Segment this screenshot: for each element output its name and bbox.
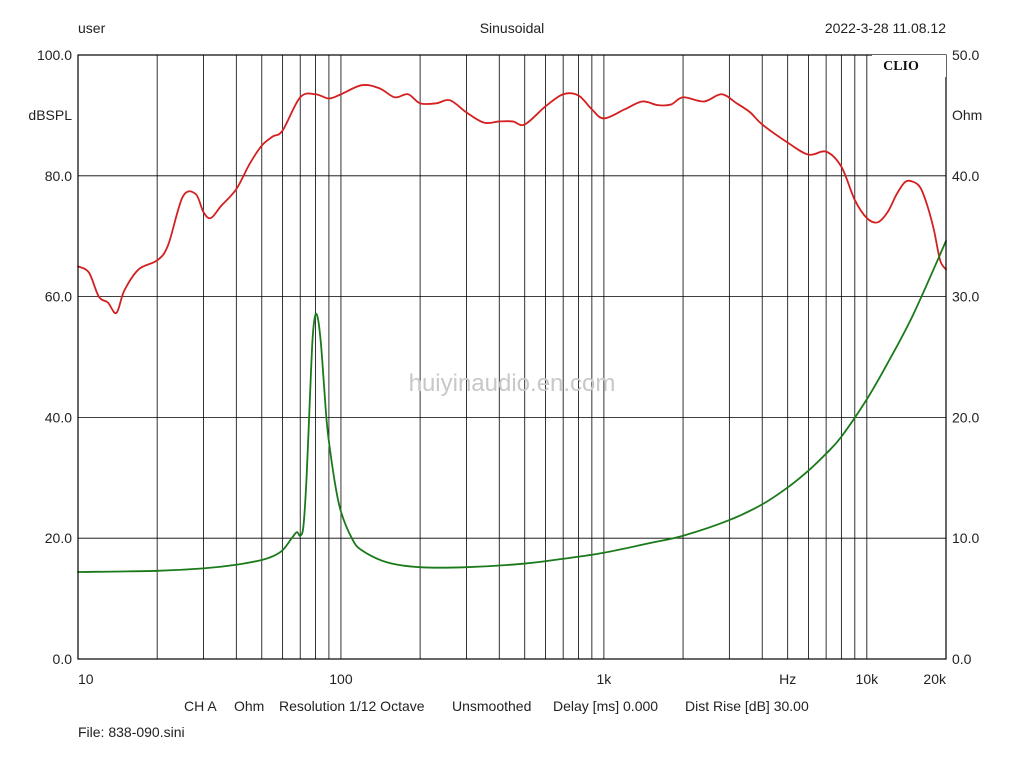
x-tick-label: 20k: [923, 671, 947, 687]
header-timestamp: 2022-3-28 11.08.12: [825, 20, 946, 36]
y-right-axis-label: Ohm: [952, 107, 982, 123]
x-tick-label: 10k: [856, 671, 880, 687]
x-tick-label: 10: [78, 671, 94, 687]
header-user: user: [78, 20, 106, 36]
y-left-tick-label: 60.0: [45, 289, 72, 305]
brand-box: [872, 55, 946, 77]
watermark: huiyinaudio.en.com: [409, 370, 616, 397]
x-tick-label: 100: [329, 671, 353, 687]
footer-unit: Ohm: [234, 698, 264, 714]
y-left-tick-label: 0.0: [53, 651, 73, 667]
footer-smoothing: Unsmoothed: [452, 698, 531, 714]
axis-labels: 0.0 20.0 40.0 60.0 80.0 100.0 dBSPL 0.0 10.0 20.0…: [28, 47, 982, 687]
impedance-curve: [77, 240, 947, 573]
y-right-tick-label: 0.0: [952, 651, 972, 667]
spl-curve: [77, 84, 947, 315]
grid: [78, 55, 946, 659]
y-left-tick-label: 100.0: [37, 47, 72, 63]
plot-frame: [77, 54, 947, 660]
y-left-tick-label: 40.0: [45, 409, 72, 425]
header-mode: Sinusoidal: [480, 20, 545, 36]
footer-dist-rise: Dist Rise [dB] 30.00: [685, 698, 809, 714]
y-right-tick-label: 20.0: [952, 409, 979, 425]
x-tick-label: Hz: [779, 671, 796, 687]
y-left-axis-label: dBSPL: [28, 107, 72, 123]
curves: [77, 84, 947, 573]
brand-logo: CLIO: [883, 59, 919, 74]
y-left-tick-label: 80.0: [45, 168, 72, 184]
footer-delay: Delay [ms] 0.000: [553, 698, 658, 714]
y-right-tick-label: 30.0: [952, 289, 979, 305]
footer-file: File: 838-090.sini: [78, 724, 185, 740]
x-tick-label: 1k: [596, 671, 612, 687]
y-right-tick-label: 10.0: [952, 530, 979, 546]
y-left-tick-label: 20.0: [45, 530, 72, 546]
footer-channel: CH A: [184, 698, 217, 714]
footer-resolution: Resolution 1/12 Octave: [279, 698, 425, 714]
y-right-tick-label: 40.0: [952, 168, 979, 184]
y-right-tick-label: 50.0: [952, 47, 979, 63]
